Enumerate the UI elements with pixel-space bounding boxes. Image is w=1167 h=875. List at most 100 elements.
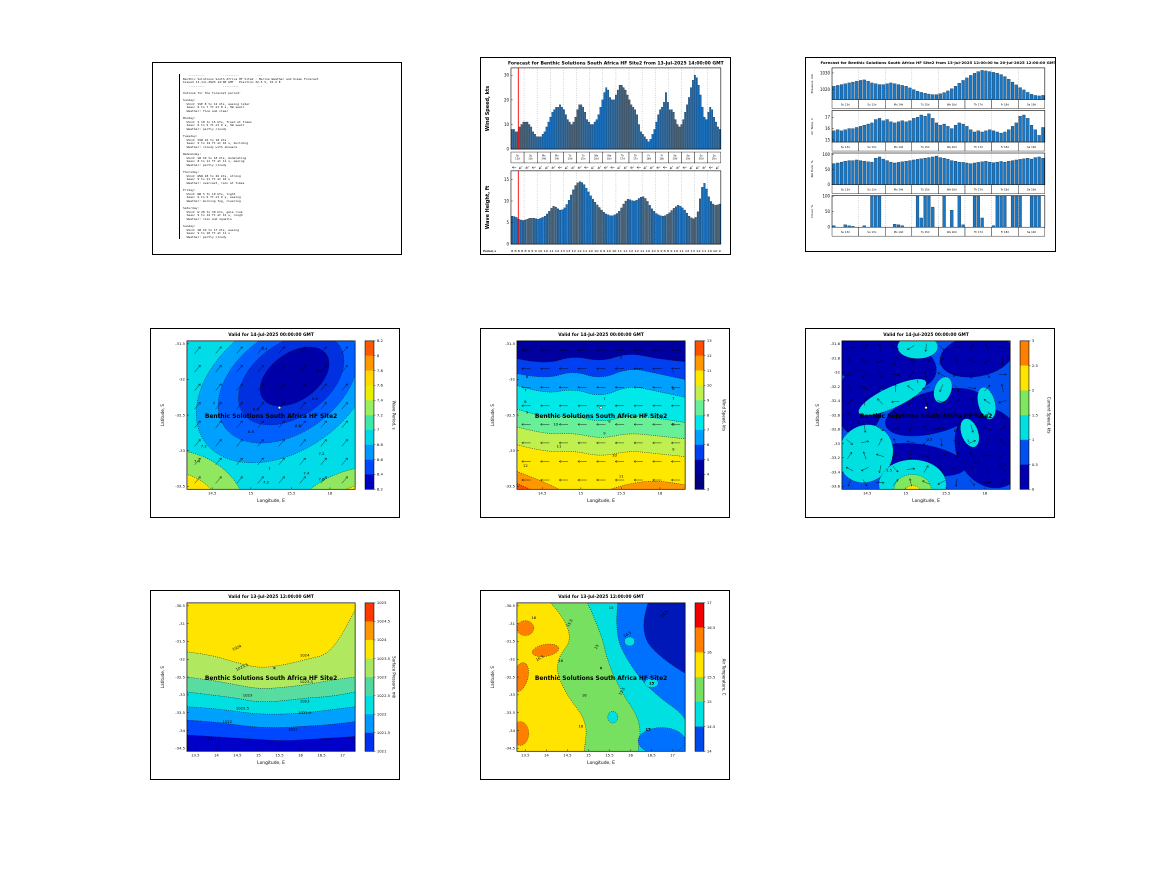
svg-text:3: 3 <box>707 488 710 492</box>
svg-text:×: × <box>599 666 602 671</box>
svg-text:14: 14 <box>544 754 549 758</box>
svg-text:1030: 1030 <box>820 70 831 75</box>
svg-text:Fr 18d: Fr 18d <box>1001 188 1009 192</box>
svg-text:1022.5: 1022.5 <box>377 694 391 698</box>
svg-text:Valid for 13-Jul-2025 12:00:00: Valid for 13-Jul-2025 12:00:00 GMT <box>558 594 644 600</box>
svg-text:0.5: 0.5 <box>859 385 866 389</box>
svg-text:-33: -33 <box>179 449 186 453</box>
svg-text:Cloud, %: Cloud, % <box>810 205 814 218</box>
svg-text:9: 9 <box>526 411 529 415</box>
svg-text:-30.5: -30.5 <box>175 604 185 608</box>
svg-text:2: 2 <box>1032 389 1035 393</box>
svg-text:We 16d: We 16d <box>947 188 957 192</box>
svg-text:4: 4 <box>707 473 710 477</box>
svg-text:15: 15 <box>649 682 655 686</box>
svg-text:1024: 1024 <box>377 638 387 642</box>
panel-forecast-text: --------- --------- --- Benthic Solutions… <box>152 62 402 255</box>
svg-text:Su 13n: Su 13n <box>867 145 876 149</box>
svg-text:Tu 15d: Tu 15d <box>921 230 930 234</box>
svg-text:1023.5: 1023.5 <box>235 662 249 671</box>
svg-text:Th 17d: Th 17d <box>974 230 983 234</box>
svg-text:6.4: 6.4 <box>317 369 324 373</box>
svg-text:Fr 18d: Fr 18d <box>1001 103 1009 107</box>
svg-text:Surface Pressure, mb: Surface Pressure, mb <box>392 656 397 698</box>
svg-text:Latitude, S: Latitude, S <box>160 404 165 427</box>
svg-text:Longitude, E: Longitude, E <box>257 760 285 766</box>
svg-text:17: 17 <box>340 754 345 758</box>
svg-text:6.6: 6.6 <box>377 458 384 462</box>
svg-text:17: 17 <box>825 115 831 120</box>
svg-text:15: 15 <box>903 492 908 496</box>
svg-text:20: 20 <box>504 97 510 102</box>
svg-text:14.5: 14.5 <box>707 725 716 729</box>
svg-text:1.5: 1.5 <box>886 468 893 472</box>
svg-text:6.4: 6.4 <box>377 473 384 477</box>
svg-text:Wave Period, s: Wave Period, s <box>392 401 397 430</box>
svg-text:10: 10 <box>707 384 712 388</box>
svg-text:-30.5: -30.5 <box>505 604 515 608</box>
svg-text:1021.5: 1021.5 <box>377 731 391 735</box>
svg-text:16: 16 <box>658 492 663 496</box>
panel-met-parameters-meteogram: Forecast for Benthic Solutions South Afr… <box>805 57 1056 252</box>
svg-text:15.5: 15.5 <box>566 618 574 628</box>
svg-text:5: 5 <box>506 220 509 225</box>
svg-text:2.5: 2.5 <box>1032 364 1039 368</box>
svg-text:-31.6: -31.6 <box>830 342 840 346</box>
svg-text:15: 15 <box>248 492 253 496</box>
svg-text:7.2: 7.2 <box>319 452 326 456</box>
svg-text:7: 7 <box>603 397 606 401</box>
svg-text:Pressure, mb: Pressure, mb <box>810 74 814 93</box>
svg-text:15: 15 <box>707 700 712 704</box>
svg-text:Mo 14d: Mo 14d <box>894 188 904 192</box>
surface-pressure-map: Valid for 13-Jul-2025 12:00:00 GMT 1024 10… <box>160 594 397 766</box>
svg-text:11: 11 <box>619 474 624 478</box>
svg-text:16: 16 <box>983 492 988 496</box>
svg-text:8.2: 8.2 <box>377 339 384 343</box>
svg-text:-32: -32 <box>179 658 186 662</box>
panel-map-surface-pressure: Valid for 13-Jul-2025 12:00:00 GMT 1024 10… <box>150 590 400 780</box>
svg-text:1024: 1024 <box>300 653 310 657</box>
svg-text:0.5: 0.5 <box>999 463 1006 467</box>
svg-text:1025: 1025 <box>377 601 387 605</box>
svg-text:1020: 1020 <box>820 87 831 92</box>
svg-text:Current Speed, kts: Current Speed, kts <box>1047 397 1052 434</box>
svg-text:Th 17d: Th 17d <box>974 145 983 149</box>
svg-text:7.8: 7.8 <box>377 369 384 373</box>
svg-text:1022: 1022 <box>288 728 298 732</box>
svg-text:0: 0 <box>506 146 509 151</box>
svg-text:16: 16 <box>578 725 583 729</box>
svg-text:13.5: 13.5 <box>191 754 200 758</box>
svg-text:15.5: 15.5 <box>275 754 284 758</box>
svg-text:7.6: 7.6 <box>377 384 384 388</box>
svg-text:15: 15 <box>504 177 510 182</box>
wind-wave-meteogram-chart: Forecast for Benthic Solutions South Afr… <box>483 60 725 253</box>
svg-text:1023: 1023 <box>243 693 253 697</box>
svg-text:13.5: 13.5 <box>521 754 530 758</box>
svg-text:6.8: 6.8 <box>248 430 255 434</box>
svg-text:30: 30 <box>504 73 510 78</box>
svg-text:50: 50 <box>825 167 831 172</box>
svg-text:1.5: 1.5 <box>1032 413 1039 417</box>
svg-text:-31.5: -31.5 <box>175 640 185 644</box>
svg-text:1021: 1021 <box>377 750 387 754</box>
svg-text:0: 0 <box>1032 488 1035 492</box>
svg-text:Forecast for Benthic Solutions: Forecast for Benthic Solutions South Afr… <box>508 60 725 66</box>
svg-text:Th 17d: Th 17d <box>974 103 983 107</box>
svg-text:13: 13 <box>707 339 712 343</box>
svg-text:1022.5: 1022.5 <box>236 707 250 711</box>
svg-text:Su 13d: Su 13d <box>841 145 850 149</box>
svg-text:0.5: 0.5 <box>974 461 981 465</box>
svg-text:Valid for 14-Jul-2025 00:00:00: Valid for 14-Jul-2025 00:00:00 GMT <box>883 332 969 338</box>
svg-text:Latitude, S: Latitude, S <box>815 404 820 427</box>
svg-text:-32.6: -32.6 <box>830 413 840 417</box>
svg-text:Valid for 14-Jul-2025 00:00:00: Valid for 14-Jul-2025 00:00:00 GMT <box>228 332 314 338</box>
svg-text:16.5: 16.5 <box>707 626 716 630</box>
svg-text:Mo 14d: Mo 14d <box>894 103 904 107</box>
svg-text:Rel Hum, %: Rel Hum, % <box>810 160 814 177</box>
svg-text:-32.2: -32.2 <box>830 385 840 389</box>
svg-text:16: 16 <box>582 693 587 697</box>
